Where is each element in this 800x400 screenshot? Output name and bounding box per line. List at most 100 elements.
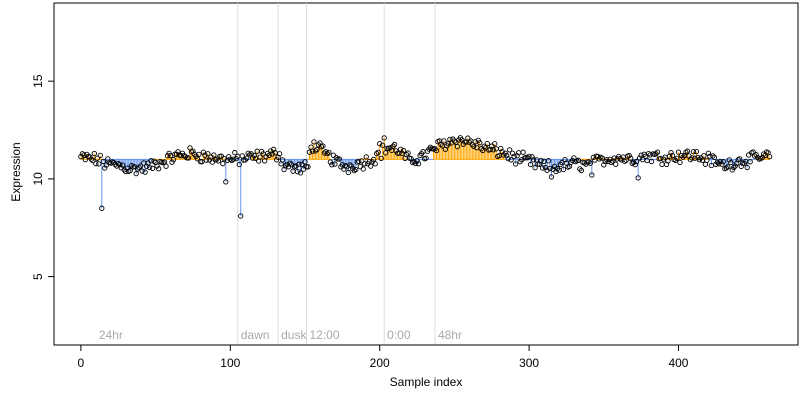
- data-point: [678, 153, 685, 159]
- data-point: [490, 147, 496, 153]
- data-point: [263, 153, 269, 160]
- data-point: [94, 155, 100, 161]
- data-point: [139, 168, 145, 174]
- data-point: [753, 152, 759, 158]
- data-point: [299, 161, 305, 168]
- data-point: [88, 156, 94, 162]
- data-point: [383, 150, 389, 156]
- data-point: [244, 155, 250, 161]
- data-point: [312, 148, 319, 154]
- data-point: [279, 157, 286, 163]
- data-point: [163, 163, 169, 169]
- data-point: [314, 146, 320, 153]
- data-point: [613, 161, 619, 167]
- data-point: [659, 161, 665, 167]
- data-point: [766, 154, 773, 160]
- data-point: [120, 162, 126, 168]
- data-point: [512, 161, 519, 167]
- data-point: [714, 159, 720, 165]
- x-tick-label: 200: [370, 356, 390, 370]
- data-point: [97, 152, 103, 159]
- data-point: [654, 149, 661, 155]
- data-point: [599, 155, 605, 161]
- data-point: [169, 159, 175, 165]
- data-point: [692, 155, 698, 161]
- data-point: [507, 147, 513, 153]
- data-point: [360, 166, 366, 172]
- data-point: [433, 147, 440, 154]
- data-point: [102, 165, 108, 171]
- data-point: [371, 156, 377, 163]
- data-point: [356, 158, 362, 165]
- data-point: [547, 165, 553, 172]
- data-point: [333, 155, 340, 161]
- data-point: [296, 161, 302, 167]
- data-point: [196, 151, 202, 158]
- data-point: [634, 158, 640, 165]
- data-point: [492, 141, 498, 147]
- data-point: [575, 157, 582, 163]
- data-point: [348, 163, 354, 169]
- data-point: [520, 149, 526, 155]
- data-point: [508, 157, 514, 163]
- data-point: [628, 155, 634, 161]
- data-point: [589, 172, 595, 178]
- data-point: [148, 158, 154, 164]
- data-point: [149, 165, 156, 172]
- data-point: [232, 149, 238, 156]
- data-point: [611, 155, 617, 161]
- data-point: [668, 149, 674, 156]
- data-point: [626, 152, 632, 159]
- data-point: [347, 162, 353, 168]
- data-point: [91, 150, 97, 157]
- data-point: [505, 156, 511, 162]
- data-point: [305, 164, 311, 170]
- data-point: [665, 158, 671, 164]
- data-point: [737, 156, 743, 162]
- data-point: [200, 149, 207, 155]
- data-point: [391, 141, 398, 148]
- data-point: [726, 157, 732, 163]
- data-point: [238, 213, 244, 219]
- data-point: [484, 141, 490, 147]
- data-point: [276, 151, 283, 157]
- data-point: [717, 158, 723, 165]
- data-point: [363, 154, 369, 160]
- data-point: [553, 168, 559, 175]
- data-point: [539, 165, 546, 171]
- data-point: [454, 143, 461, 150]
- data-point: [250, 155, 256, 161]
- data-point: [677, 159, 683, 165]
- segment-fill: [456, 137, 482, 160]
- data-point: [269, 151, 275, 157]
- data-point: [481, 143, 487, 149]
- data-point: [302, 159, 308, 165]
- annotation-vlines: [237, 3, 436, 345]
- data-point: [587, 160, 593, 166]
- data-point: [339, 162, 345, 168]
- data-point: [529, 154, 535, 160]
- y-tick-label: 15: [31, 74, 45, 88]
- data-point: [327, 159, 334, 165]
- data-point: [329, 162, 335, 168]
- data-point: [336, 156, 342, 162]
- x-tick-label: 0: [78, 356, 85, 370]
- data-point: [504, 152, 510, 159]
- data-point: [405, 150, 411, 156]
- annotation-label: 0:00: [387, 328, 411, 342]
- data-point: [530, 157, 537, 163]
- data-point: [375, 149, 381, 155]
- data-point: [326, 149, 332, 156]
- data-point: [251, 152, 257, 159]
- data-point: [215, 158, 221, 164]
- y-tick-label: 10: [31, 172, 45, 186]
- data-point: [136, 164, 142, 171]
- data-point: [710, 153, 716, 159]
- data-point: [362, 161, 368, 167]
- data-point: [135, 166, 141, 172]
- data-point: [374, 150, 380, 157]
- annotation-label: 48hr: [438, 328, 462, 342]
- data-point: [378, 155, 384, 161]
- data-point: [381, 135, 387, 141]
- data-point: [182, 153, 189, 160]
